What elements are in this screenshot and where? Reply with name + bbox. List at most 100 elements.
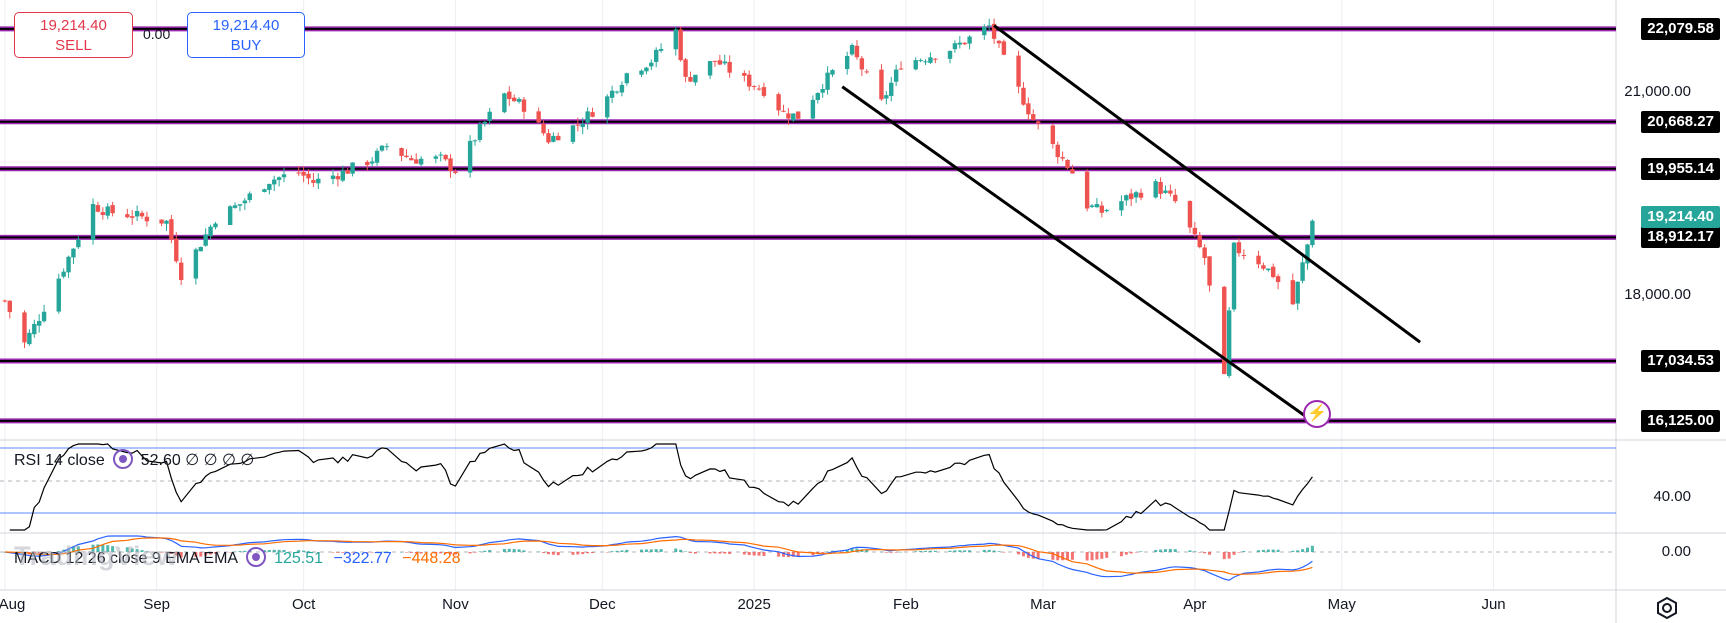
candle-body [776, 94, 781, 111]
macd-histogram-bar [1301, 549, 1305, 552]
macd-histogram-bar [365, 552, 369, 553]
macd-histogram-bar [1193, 551, 1197, 552]
macd-histogram-bar [884, 552, 888, 553]
level-price-label: 19,955.14 [1641, 157, 1720, 180]
macd-histogram-bar [76, 546, 80, 552]
candle-body [36, 320, 42, 326]
candle-body [374, 150, 380, 163]
gear-icon[interactable] [1656, 597, 1678, 619]
candle-body [71, 248, 76, 258]
candle-body [193, 249, 199, 279]
rsi-axis-label: 40.00 [1653, 488, 1691, 505]
candle-body [399, 148, 404, 156]
candle-body [1070, 169, 1075, 174]
candle-body [139, 212, 145, 217]
candle-body [1089, 205, 1095, 207]
candle-body [575, 124, 581, 126]
macd-histogram-bar [370, 552, 374, 553]
settings-icon[interactable] [246, 547, 267, 567]
time-axis-label: Mar [1030, 596, 1056, 613]
candle-body [747, 74, 752, 87]
candle-body [467, 140, 473, 173]
flash-icon[interactable]: ⚡ [1303, 400, 1331, 428]
candle-body [316, 178, 321, 184]
candle-body [673, 29, 678, 50]
macd-histogram-bar [1036, 552, 1040, 560]
candle-body [482, 121, 487, 124]
macd-histogram-bar [693, 552, 697, 554]
candle-body [511, 97, 517, 102]
candle-body [967, 36, 972, 44]
candle-body [247, 193, 252, 200]
time-axis-label: Sep [143, 596, 171, 613]
macd-histogram-bar [1051, 552, 1055, 560]
candle-body [276, 177, 282, 180]
current-price-label: 19,214.40 [1641, 206, 1720, 229]
candle-body [521, 99, 527, 112]
candle-body [110, 205, 115, 214]
candle-body [477, 124, 483, 140]
macd-histogram-bar [1305, 547, 1309, 552]
candle-body [898, 68, 904, 70]
macd-histogram-bar [948, 550, 952, 552]
macd-signal-line [4, 537, 1313, 576]
macd-histogram-bar [125, 547, 129, 552]
macd-histogram-bar [380, 551, 384, 553]
time-axis-label: Dec [588, 596, 616, 613]
candle-body [369, 161, 375, 164]
candle-body [693, 74, 698, 83]
candle-body [453, 171, 458, 174]
macd-histogram-bar [414, 552, 418, 554]
candle-body [2, 300, 8, 302]
macd-legend-name: MACD 12 26 close 9 EMA EMA [14, 550, 239, 567]
macd-histogram-bar [507, 548, 511, 552]
macd-histogram-bar [1095, 552, 1099, 560]
candle-body [982, 26, 987, 36]
candle-body [296, 172, 301, 174]
candle-body [1163, 190, 1168, 193]
candle-body [1153, 181, 1158, 198]
candle-body [502, 93, 507, 113]
candle-body [893, 69, 899, 82]
candle-body [751, 86, 757, 88]
candle-body [947, 50, 953, 59]
candle-body [144, 216, 150, 222]
rsi-legend[interactable]: RSI 14 close 52.60 ∅ ∅ ∅ ∅ [14, 449, 254, 470]
candle-body [1035, 121, 1041, 124]
candle-body [1060, 157, 1065, 159]
candle-body [1261, 265, 1266, 269]
sell-button[interactable]: 19,214.40 SELL [14, 12, 133, 58]
macd-histogram-bar [821, 552, 825, 554]
macd-histogram-bar [811, 552, 815, 556]
macd-histogram-bar [752, 552, 756, 556]
macd-histogram-bar [106, 545, 110, 552]
candle-body [658, 48, 664, 51]
macd-histogram-bar [1163, 549, 1167, 552]
candle-body [913, 60, 918, 70]
candle-body [889, 82, 894, 96]
price-axis-label: 21,000.00 [1624, 83, 1691, 100]
candle-body [242, 200, 248, 204]
candle-body [134, 210, 140, 217]
macd-legend[interactable]: MACD 12 26 close 9 EMA EMA 125.51 −322.77… [14, 547, 461, 568]
candle-body [90, 204, 96, 240]
macd-histogram-bar [351, 552, 355, 553]
candle-body [1016, 55, 1021, 87]
buy-button[interactable]: 19,214.40 BUY [187, 12, 305, 58]
candle-body [1168, 190, 1173, 194]
candle-body [614, 91, 620, 93]
macd-histogram-bar [850, 548, 854, 552]
horizontal-levels [0, 26, 1616, 424]
macd-histogram-bar [1203, 552, 1207, 554]
level-price-label: 20,668.27 [1641, 110, 1720, 133]
macd-histogram-bar [615, 550, 619, 552]
macd-histogram-bar [419, 552, 423, 554]
candle-body [1305, 244, 1310, 264]
candle-body [756, 88, 762, 90]
settings-icon[interactable] [112, 449, 133, 469]
candle-body [570, 125, 576, 142]
macd-histogram-bar [958, 550, 962, 552]
macd-histogram-bar [57, 551, 61, 552]
trend-channel[interactable] [841, 24, 1422, 423]
